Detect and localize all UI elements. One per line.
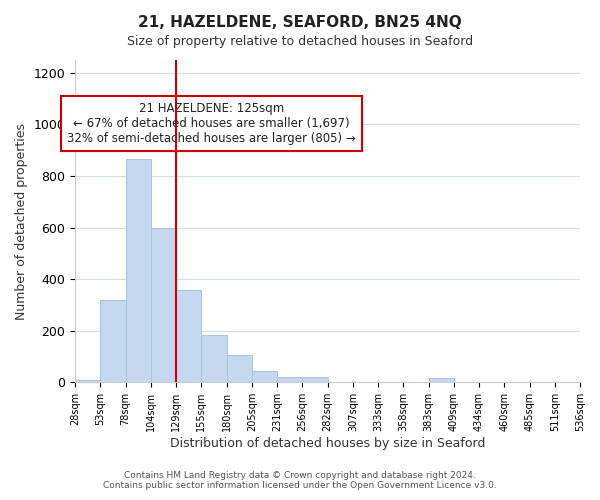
- X-axis label: Distribution of detached houses by size in Seaford: Distribution of detached houses by size …: [170, 437, 485, 450]
- Bar: [125, 160, 151, 382]
- Y-axis label: Number of detached properties: Number of detached properties: [15, 122, 28, 320]
- Bar: [75, 380, 100, 382]
- Text: 21 HAZELDENE: 125sqm
← 67% of detached houses are smaller (1,697)
32% of semi-de: 21 HAZELDENE: 125sqm ← 67% of detached h…: [67, 102, 356, 145]
- Bar: [252, 370, 277, 382]
- Bar: [176, 290, 202, 382]
- Bar: [277, 377, 302, 382]
- Bar: [302, 377, 328, 382]
- Bar: [227, 356, 252, 382]
- Text: Contains HM Land Registry data © Crown copyright and database right 2024.
Contai: Contains HM Land Registry data © Crown c…: [103, 470, 497, 490]
- Bar: [428, 378, 454, 382]
- Bar: [151, 228, 176, 382]
- Bar: [100, 300, 125, 382]
- Bar: [202, 334, 227, 382]
- Text: Size of property relative to detached houses in Seaford: Size of property relative to detached ho…: [127, 35, 473, 48]
- Text: 21, HAZELDENE, SEAFORD, BN25 4NQ: 21, HAZELDENE, SEAFORD, BN25 4NQ: [138, 15, 462, 30]
